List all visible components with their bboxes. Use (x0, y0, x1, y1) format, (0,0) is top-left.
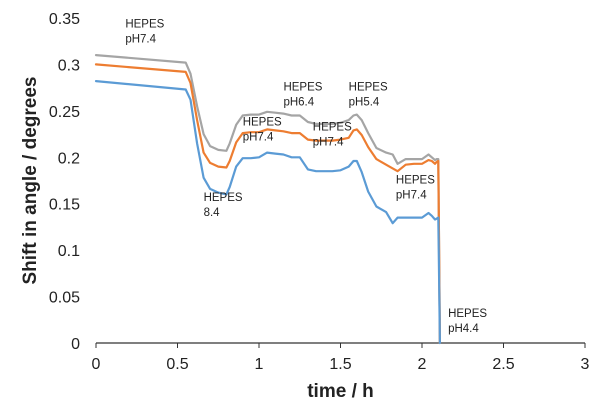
x-axis-ticks: 0 0.5 1 1.5 2 2.5 3 (92, 343, 590, 373)
x-tick-label: 2 (418, 356, 427, 373)
x-tick-label: 0.5 (166, 356, 188, 373)
y-tick-label: 0.1 (58, 243, 80, 260)
annotation-label: HEPES pH4.4 (448, 308, 487, 335)
y-tick-label: 0 (71, 336, 80, 353)
series-line-3 (94, 80, 441, 345)
x-tick-label: 2.5 (492, 356, 514, 373)
y-tick-label: 0.2 (58, 150, 80, 167)
x-tick-label: 3 (581, 356, 590, 373)
y-tick-label: 0.35 (49, 11, 80, 28)
annotation-label: HEPES pH6.4 (283, 81, 322, 108)
y-tick-label: 0.25 (49, 104, 80, 121)
y-tick-label: 0.3 (58, 57, 80, 74)
y-axis-title: Shift in angle / degrees (20, 77, 41, 285)
x-tick-label: 0 (92, 356, 101, 373)
annotation-label: HEPES pH7.4 (125, 18, 164, 45)
annotation-label: HEPES pH7.4 (396, 174, 435, 201)
series-line-2 (94, 63, 441, 345)
x-tick-label: 1 (255, 356, 264, 373)
annotation-label: HEPES pH7.4 (313, 121, 352, 148)
series-group (94, 54, 441, 345)
y-tick-label: 0.05 (49, 290, 80, 307)
x-axis-title: time / h (307, 381, 374, 402)
y-tick-label: 0.15 (49, 197, 80, 214)
y-axis-ticks: 0 0.05 0.1 0.15 0.2 0.25 0.3 0.35 (49, 11, 80, 353)
x-tick-label: 1.5 (329, 356, 351, 373)
series-line-1 (94, 54, 441, 345)
annotation-label: HEPES pH5.4 (349, 81, 388, 108)
annotation-label: HEPES 8.4 (204, 192, 243, 219)
annotation-label: HEPES pH7.4 (243, 117, 282, 144)
